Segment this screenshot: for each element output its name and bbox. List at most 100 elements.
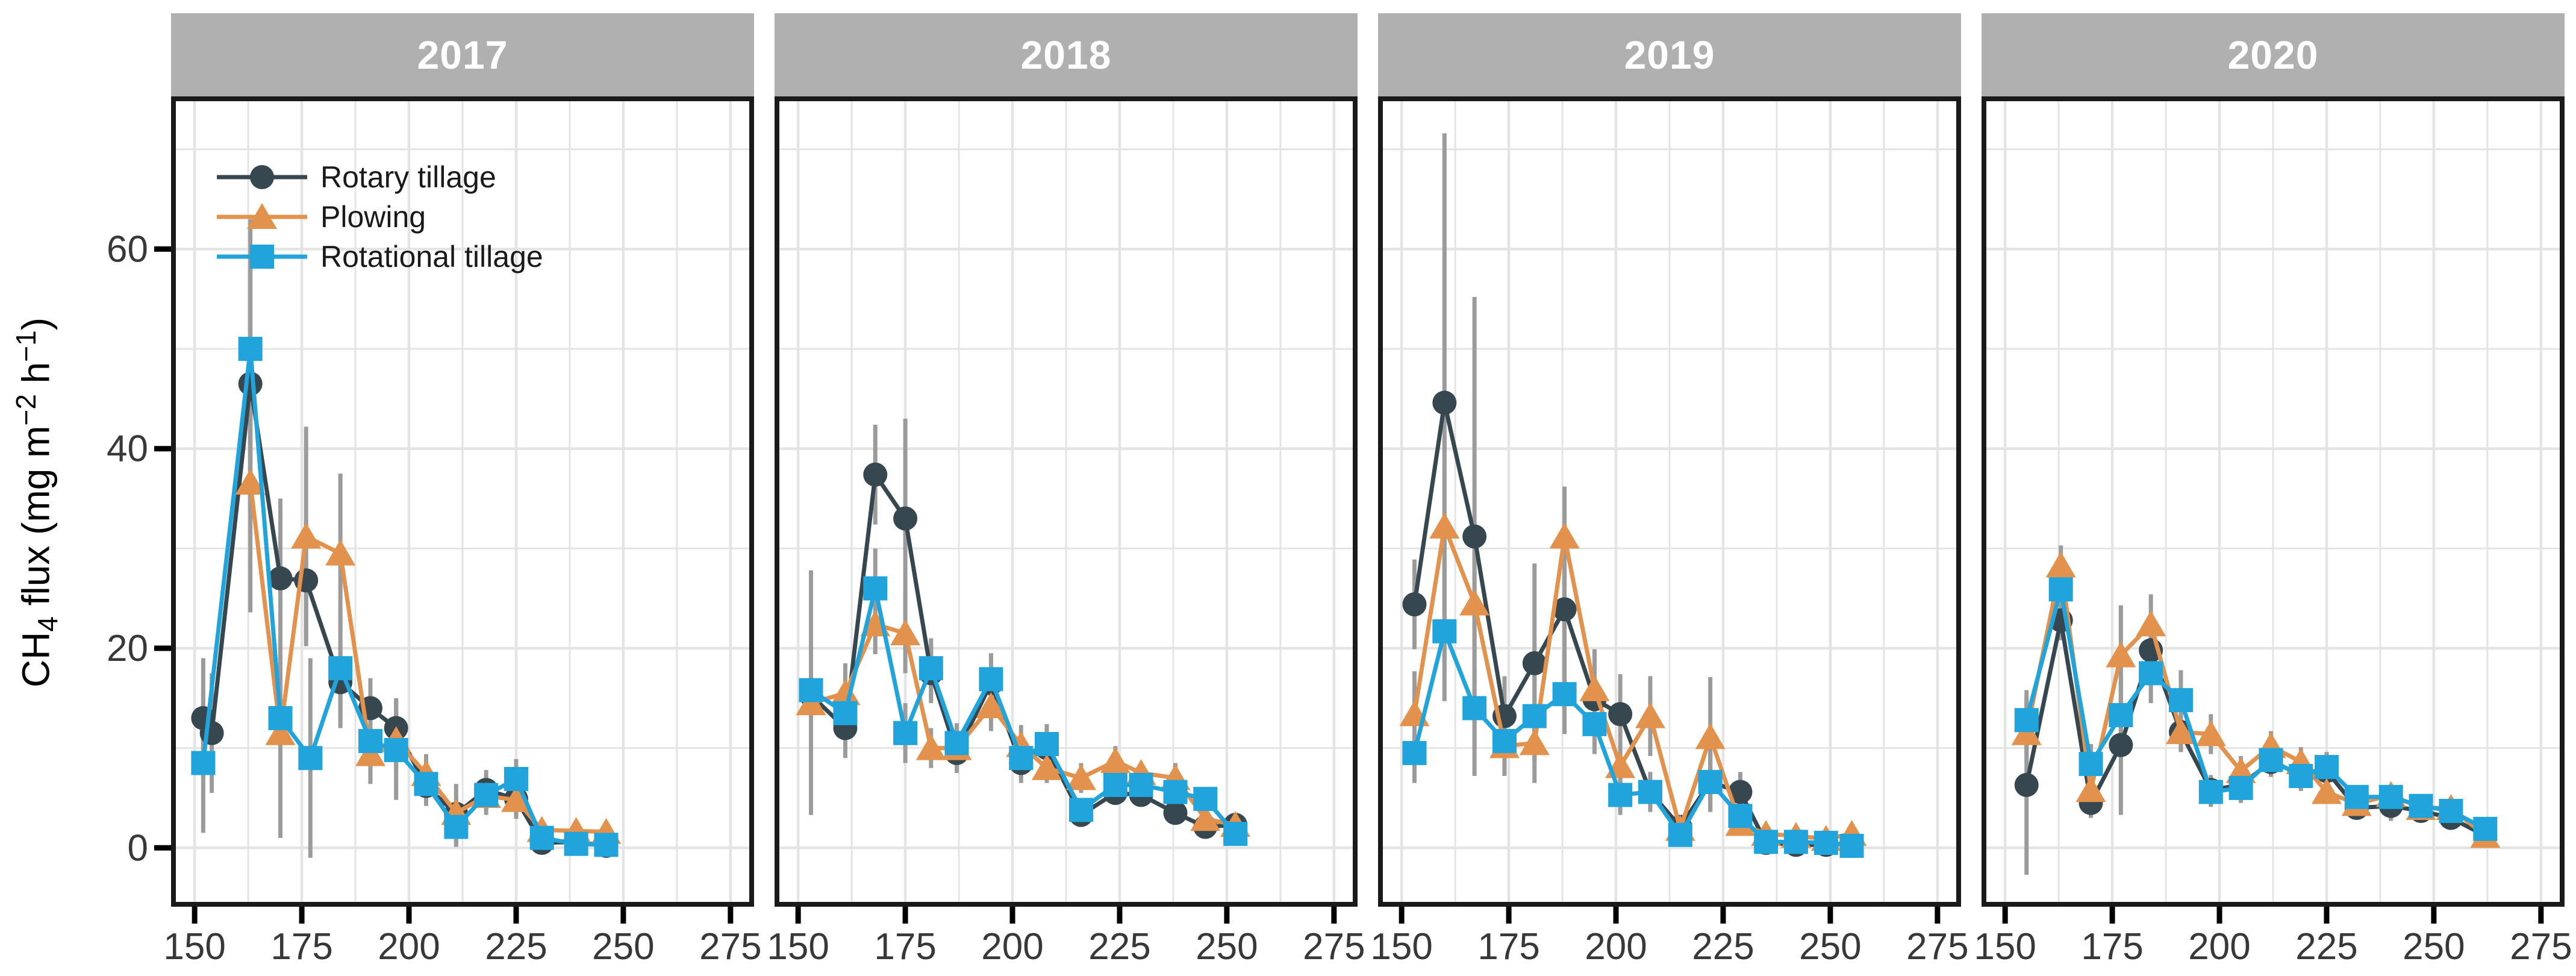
triangle-marker [1519,729,1550,755]
circle-marker [2014,772,2039,797]
x-tick-label: 225 [485,926,547,968]
facet-strip-2020: 2020 [1982,13,2565,96]
chart-panel-2018: 150 175 200 225 250 275 [767,96,1365,968]
x-tick-label: 250 [2403,926,2465,968]
circle-marker [2109,733,2133,757]
square-marker [2048,577,2073,602]
square-marker [2109,702,2133,727]
x-tick-label: 225 [1088,926,1150,968]
facet-strip-label: 2018 [1020,33,1112,77]
square-marker [1223,822,1248,846]
chart-panel-2017: 150 175 200 225 250 275 [163,96,762,968]
series-line [201,381,607,848]
x-tick-label: 150 [163,926,225,968]
circle-marker [1432,390,1457,415]
circle-marker [1163,801,1188,825]
triangle-marker [1190,805,1221,831]
square-marker [944,731,969,755]
y-title-subscript: 4 [32,616,64,632]
square-marker [2139,661,2163,686]
x-tick-label: 150 [767,926,829,968]
square-marker [414,772,438,796]
series-rotary-tillage-2017 [191,372,619,858]
gridlines [775,96,1358,907]
x-axis-2019: 150 175 200 225 250 275 [1370,907,1969,968]
circle-marker [893,506,918,531]
square-marker [328,656,353,681]
legend-label: Rotational tillage [320,240,543,274]
circle-marker [1728,780,1753,804]
square-marker [2014,708,2039,733]
x-tick-label: 275 [1303,926,1365,968]
square-marker [268,705,293,730]
x-tick-label: 175 [874,926,936,968]
triangle-marker [1429,512,1460,539]
triangle-marker [1459,589,1490,616]
series-line [1412,629,1852,848]
chart-panel-2019: 150 175 200 225 250 275 [1370,96,1969,968]
square-marker [384,737,408,762]
x-tick-label: 150 [1370,926,1432,968]
square-marker [1522,704,1547,728]
x-axis-2018: 150 175 200 225 250 275 [767,907,1365,968]
triangle-marker [796,689,826,716]
legend-item-rotational-tillage: Rotational tillage [217,240,543,274]
triangle-marker [2195,720,2226,746]
legend-label: Rotary tillage [320,160,496,194]
x-tick-label: 200 [378,926,440,968]
square-marker [1163,780,1188,804]
square-marker [474,783,499,807]
x-tick-label: 250 [1196,926,1258,968]
series-rotary-tillage-2019 [1402,390,1864,857]
circle-marker [863,462,888,487]
triangle-marker [830,679,861,705]
x-tick-label: 225 [2295,926,2357,968]
y-axis: 0 20 40 60 [107,228,171,869]
square-marker [1432,619,1457,643]
square-marker [833,701,858,725]
circle-marker [199,721,224,745]
y-title-superscript: −2 [10,394,42,426]
square-marker [799,678,823,702]
triangle-marker [915,734,946,760]
x-tick-label: 200 [981,926,1043,968]
square-marker [2473,816,2498,841]
triangle-marker [2011,719,2042,745]
y-tick-label: 0 [128,827,148,869]
panel-border [775,96,1358,907]
facet-strip-label: 2017 [417,33,508,77]
series-rotational-tillage-2020 [2014,577,2498,841]
square-marker [918,656,943,681]
triangle-marker [2045,551,2076,578]
series-line [2024,587,2486,831]
square-marker [1402,740,1427,765]
triangle-marker [235,469,266,495]
triangle-marker [1549,522,1580,549]
square-marker [1552,682,1577,707]
circle-marker [268,566,293,591]
error-bars [2024,545,2487,875]
square-marker [2409,793,2433,818]
square-marker [1034,732,1059,757]
y-axis-title: CH4 flux (mg m−2 h−1) [10,231,63,774]
x-tick-label: 275 [1906,926,1968,968]
triangle-marker [2136,610,2166,637]
x-tick-label: 250 [1799,926,1861,968]
square-marker [2439,798,2463,823]
square-marker [529,825,554,850]
triangle-marker-icon [217,203,307,229]
triangle-marker [1100,747,1131,774]
square-marker [358,729,382,754]
square-marker-icon [217,245,307,269]
triangle-marker [1031,754,1062,780]
x-axis-2017: 150 175 200 225 250 275 [163,907,762,968]
square-marker [863,576,888,601]
square-marker [979,667,1003,692]
panel-border [171,96,754,907]
circle-marker [1522,651,1547,675]
y-title-part: h [14,361,58,395]
facet-strip-label: 2019 [1624,33,1715,77]
square-marker [2344,784,2369,809]
